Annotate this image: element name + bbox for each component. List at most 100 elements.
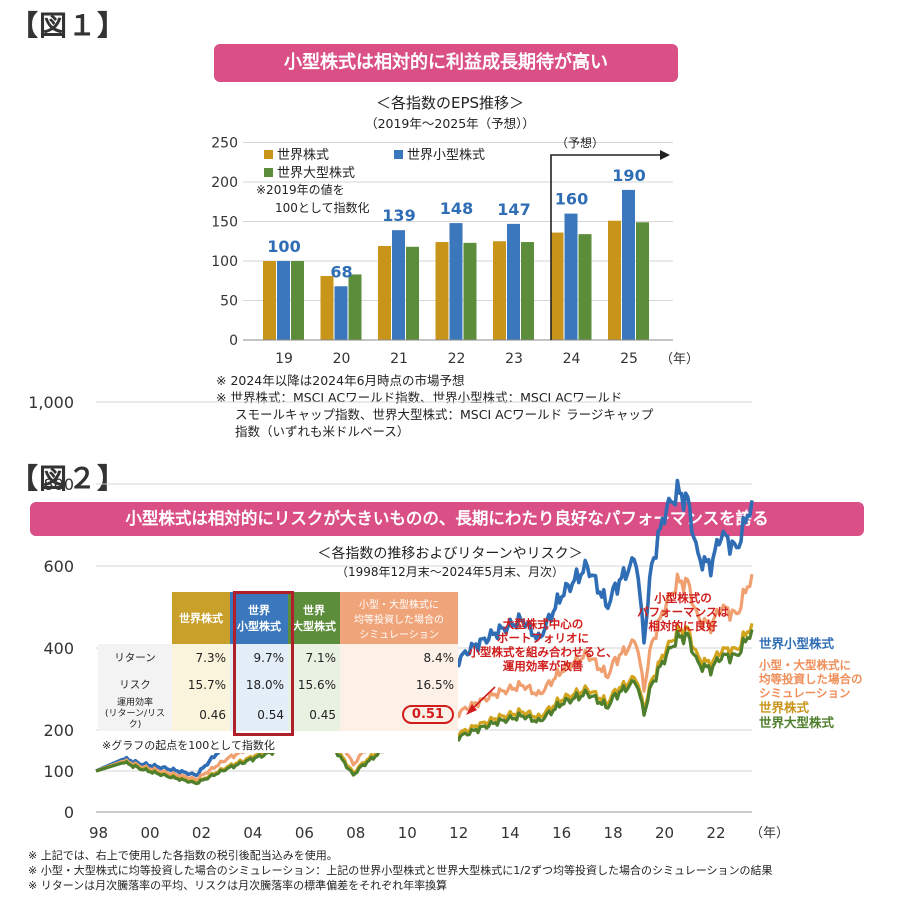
eps-bar <box>435 242 449 340</box>
annotation2-line2: パフォーマンスは <box>637 605 729 619</box>
stats-header-row: 世界株式 世界 小型株式 世界 大型株式 小型・大型株式に 均等投資した場合の シミュレ… <box>98 592 458 644</box>
eps-data-labels: 100 68 139 148 147 160 190 <box>267 166 645 281</box>
perf-y-tick: 200 <box>43 721 74 740</box>
eps-bar <box>406 246 419 340</box>
eps-index-note-line2: 100として指数化 <box>275 200 370 215</box>
figure2-note-3: ※ リターンは月次騰落率の平均、リスクは月次騰落率の標準偏差をそれぞれ年率換算 <box>28 879 448 892</box>
eps-y-tick: 150 <box>211 215 238 231</box>
figure1-note-4: 指数（いずれも米ドルベース） <box>235 424 410 439</box>
perf-x-axis: 98 00 02 04 06 08 10 12 14 16 18 20 22 （年） <box>89 824 789 842</box>
perf-x-tick: 10 <box>398 824 417 842</box>
line-label-sim-3: シミュレーション <box>759 686 851 700</box>
stats-row-label: リスク <box>98 671 172 698</box>
eps-x-unit: （年） <box>660 352 699 367</box>
stats-cell-sim-efficiency: 0.51 <box>340 698 458 731</box>
stats-cell: 8.4% <box>340 644 458 671</box>
perf-x-tick: 20 <box>655 824 674 842</box>
legend-swatch-large <box>264 168 273 177</box>
annotation2-line3: 相対的に良好 <box>649 619 718 633</box>
eps-bar <box>277 261 290 340</box>
annotation1-line2: ポートフォリオに <box>497 631 589 645</box>
eps-bars <box>263 189 649 340</box>
stats-header-world: 世界株式 <box>172 592 230 644</box>
perf-x-tick: 12 <box>449 824 468 842</box>
figure2-label: 【図２】 <box>10 462 127 495</box>
stats-header-large: 世界 大型株式 <box>288 592 340 644</box>
stats-row-return: リターン 7.3% 9.7% 7.1% 8.4% <box>98 644 458 671</box>
eps-bar <box>636 222 649 340</box>
sim-efficiency-highlight: 0.51 <box>401 705 454 724</box>
perf-x-tick: 00 <box>140 824 159 842</box>
perf-y-tick: 1,000 <box>28 393 74 412</box>
legend-world: 世界株式 <box>277 148 329 163</box>
stats-cell: 16.5% <box>340 671 458 698</box>
perf-x-tick: 16 <box>552 824 571 842</box>
perf-x-tick: 14 <box>501 824 520 842</box>
eps-bar <box>463 242 477 340</box>
perf-x-tick: 98 <box>89 824 108 842</box>
figure1-label: 【図１】 <box>10 9 127 42</box>
annotation1-line4: 運用効率が改善 <box>503 659 584 673</box>
annotation1-line3: 小型株式を組み合わせると、 <box>467 645 617 659</box>
eps-bar <box>493 241 506 340</box>
stats-cell: 18.0% <box>230 671 288 698</box>
stats-cell: 7.3% <box>172 644 230 671</box>
eps-data-label: 68 <box>330 262 352 281</box>
stats-cell: 15.7% <box>172 671 230 698</box>
eps-data-label: 160 <box>555 190 588 209</box>
eps-bar <box>564 213 578 340</box>
perf-x-tick: 18 <box>604 824 623 842</box>
eps-bar <box>578 234 592 340</box>
forecast-bracket <box>550 154 660 340</box>
line-label-sim-2: 均等投資した場合の <box>759 672 863 686</box>
eps-x-tick: 20 <box>333 351 351 367</box>
eps-y-tick: 100 <box>211 254 238 270</box>
annotation2-line1: 小型株式の <box>653 591 712 605</box>
eps-x-tick: 21 <box>390 351 408 367</box>
perf-y-axis: 0 100 200 400 600 800 1,000 <box>28 393 74 822</box>
eps-data-label: 139 <box>382 206 415 225</box>
figure1-period: （2019年～2025年（予想）） <box>365 116 535 131</box>
annotation1-arrow-head <box>466 704 477 715</box>
eps-bar-chart: 0 50 100 150 200 250 100 68 139 148 147 160 190 19 2… <box>211 135 699 367</box>
figure1-note-2: ※ 世界株式：MSCI ACワールド指数、世界小型株式：MSCI ACワールド <box>216 390 623 405</box>
eps-x-tick: 25 <box>620 351 638 367</box>
figure2-banner: 小型株式は相対的にリスクが大きいものの、長期にわたり良好なパフォーマンスを誇る <box>30 502 864 536</box>
perf-x-tick: 08 <box>346 824 365 842</box>
line-label-large: 世界大型株式 <box>759 715 835 730</box>
eps-legend: 世界株式 世界小型株式 世界大型株式 <box>264 148 485 181</box>
eps-data-label: 148 <box>440 199 473 218</box>
eps-bar <box>291 261 304 340</box>
stats-cell: 0.45 <box>288 698 340 731</box>
eps-x-tick: 24 <box>563 351 581 367</box>
eps-bar <box>622 189 635 340</box>
stats-cell: 0.46 <box>172 698 230 731</box>
eps-bar <box>449 223 463 340</box>
eps-x-tick: 23 <box>505 351 523 367</box>
eps-bar <box>521 242 534 340</box>
stats-table: 世界株式 世界 小型株式 世界 大型株式 小型・大型株式に 均等投資した場合の シミュレ… <box>98 592 458 731</box>
eps-y-tick: 250 <box>211 136 238 152</box>
figure2-period: （1998年12月末～2024年5月末、月次） <box>336 565 564 579</box>
eps-bar <box>320 276 334 340</box>
stats-header-sim: 小型・大型株式に 均等投資した場合の シミュレーション <box>340 592 458 644</box>
perf-x-tick: 22 <box>706 824 725 842</box>
annotation1-line1: 大型株式中心の <box>503 617 584 631</box>
figure1-subtitle: ＜各指数のEPS推移＞ <box>375 94 525 112</box>
stats-table-panel: 世界株式 世界 小型株式 世界 大型株式 小型・大型株式に 均等投資した場合の シミュレ… <box>98 592 458 753</box>
stats-row-risk: リスク 15.7% 18.0% 15.6% 16.5% <box>98 671 458 698</box>
forecast-arrow-head <box>660 150 670 160</box>
line-label-sim-1: 小型・大型株式に <box>758 658 851 672</box>
eps-bar <box>392 230 405 340</box>
perf-y-tick: 400 <box>43 639 74 658</box>
stats-cell: 0.54 <box>230 698 288 731</box>
perf-y-tick: 600 <box>43 557 74 576</box>
figure1-notes: ※ 2024年以降は2024年6月時点の市場予想 ※ 世界株式：MSCI ACワ… <box>216 372 736 440</box>
perf-y-tick: 100 <box>43 762 74 781</box>
eps-x-tick: 22 <box>448 351 466 367</box>
eps-data-label: 190 <box>612 166 645 185</box>
line-label-world: 世界株式 <box>759 700 810 715</box>
perf-y-tick: 800 <box>43 475 74 494</box>
stats-header-small: 世界 小型株式 <box>230 592 288 644</box>
